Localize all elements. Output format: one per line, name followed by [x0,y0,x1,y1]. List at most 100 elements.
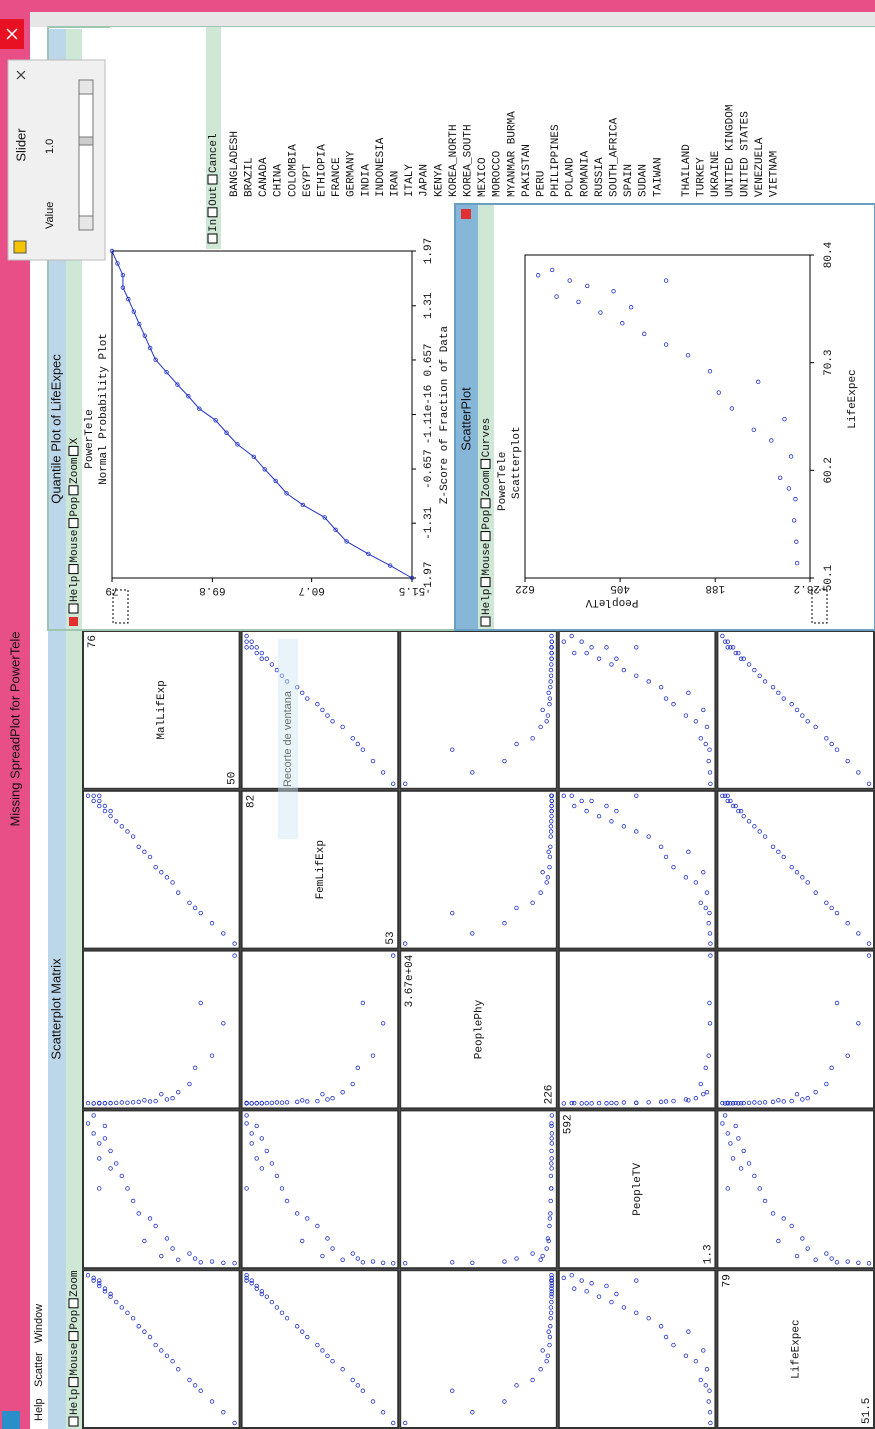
close-icon [6,28,18,40]
list-item[interactable]: BANGLADESH [229,131,241,197]
list-item[interactable]: TURKEY [696,157,708,197]
list-item[interactable]: MYANMAR BURMA [506,111,518,197]
list-item[interactable]: KOREA_SOUTH [463,124,475,197]
checkbox-label[interactable]: In [208,219,220,232]
data-point [722,1113,728,1118]
checkbox-label[interactable]: Help [69,1389,81,1415]
checkbox-label[interactable]: Zoom [481,470,493,497]
checkbox-label[interactable]: Out [208,186,220,206]
quantile-point [153,357,158,362]
data-point [548,834,553,839]
checkbox[interactable] [68,603,79,614]
slider-thumb[interactable] [78,136,94,146]
checkbox[interactable] [207,174,218,185]
checkbox-label[interactable]: Pop [69,1310,81,1330]
checkbox[interactable] [480,577,491,588]
list-item[interactable]: PHILIPPINES [550,124,562,197]
data-point [164,1236,170,1241]
menu-item[interactable]: Help [33,1398,45,1421]
list-item[interactable]: PAKISTAN [521,144,533,197]
list-item[interactable]: SUDAN [638,164,650,197]
list-item[interactable]: KENYA [433,164,445,197]
list-item[interactable]: ETHIOPIA [317,144,329,197]
quantile-point [224,430,229,435]
checkbox-label[interactable]: Pop [481,510,493,530]
checkbox-label[interactable]: Help [481,589,493,615]
checkbox-label[interactable]: Cancel [208,133,220,173]
checkbox[interactable] [207,207,218,218]
checkbox-label[interactable]: X [69,437,81,444]
list-item[interactable]: GERMANY [346,150,358,197]
data-point [703,741,708,747]
data-point [693,880,699,885]
list-item[interactable]: UKRAINE [710,150,722,197]
list-item[interactable]: ITALY [404,164,416,197]
checkbox[interactable] [480,498,491,509]
data-point [856,770,861,775]
data-point [733,1100,738,1106]
list-item[interactable]: MOROCCO [492,150,504,197]
data-point [538,890,543,895]
checkbox[interactable] [207,233,218,244]
checkbox[interactable] [480,531,491,542]
checkbox[interactable] [480,458,491,469]
checkbox-label[interactable]: Curves [481,418,493,458]
checkbox[interactable] [68,445,79,456]
list-item[interactable]: CANADA [258,157,270,197]
quantile-point [120,285,126,290]
list-item[interactable]: POLAND [565,157,577,197]
checkbox[interactable] [480,616,491,627]
checkbox[interactable] [68,1331,79,1342]
slider-arrow-left[interactable] [78,215,94,231]
list-item[interactable]: COLOMBIA [287,144,299,197]
data-point [746,1100,752,1106]
list-item[interactable]: VIETNAM [769,151,781,197]
checkbox-label[interactable]: Pop [69,497,81,517]
list-item[interactable]: ROMANIA [579,150,591,197]
frame-edge [0,0,875,12]
list-item[interactable]: JAPAN [419,164,431,197]
list-item[interactable]: PERU [536,171,548,197]
list-item[interactable]: INDONESIA [375,137,387,197]
list-item[interactable]: UNITED STATES [739,111,751,197]
checkbox-label[interactable]: Help [69,576,81,602]
checkbox-label[interactable]: Mouse [69,1343,81,1376]
list-item[interactable]: TAIWAN [652,157,664,197]
quantile-point [262,467,267,472]
checkbox[interactable] [68,485,79,496]
slider-arrow-right[interactable] [78,79,94,95]
checkbox[interactable] [68,518,79,529]
data-point [136,1211,141,1216]
checkbox-label[interactable]: Zoom [69,1270,81,1297]
checkbox-label[interactable]: Zoom [69,457,81,484]
data-point [102,803,108,809]
list-item[interactable]: EGYPT [302,164,314,197]
quantile-point [333,527,338,533]
list-item[interactable]: VENEZUELA [754,137,766,197]
list-item[interactable]: SPAIN [623,164,635,197]
list-item[interactable]: FRANCE [331,157,343,197]
list-item[interactable]: CHINA [273,164,285,197]
list-item[interactable]: RUSSIA [594,157,606,197]
checkbox[interactable] [68,1377,79,1388]
list-item[interactable]: MEXICO [477,157,489,197]
list-item[interactable]: KOREA_NORTH [448,124,460,197]
scrollbar[interactable] [30,12,875,27]
checkbox-label[interactable]: Mouse [69,530,81,563]
menu-item[interactable]: Scatter [33,1352,45,1387]
list-item[interactable]: SOUTH_AFRICA [609,117,621,197]
checkbox[interactable] [68,1416,79,1427]
list-item[interactable]: THAILAND [681,144,693,197]
slider-close[interactable] [16,70,26,80]
checkbox[interactable] [68,1298,79,1309]
list-item[interactable]: UNITED KINGDOM [725,105,737,197]
list-item[interactable]: BRAZIL [244,157,256,197]
checkbox-label[interactable]: Mouse [481,543,493,576]
checkbox[interactable] [68,564,79,575]
slider-track[interactable] [78,79,94,231]
list-item[interactable]: IRAN [390,171,402,197]
data-point [119,1173,125,1179]
list-item[interactable]: INDIA [360,164,372,197]
data-point [596,1294,602,1299]
menu-item[interactable]: Window [33,1304,45,1343]
